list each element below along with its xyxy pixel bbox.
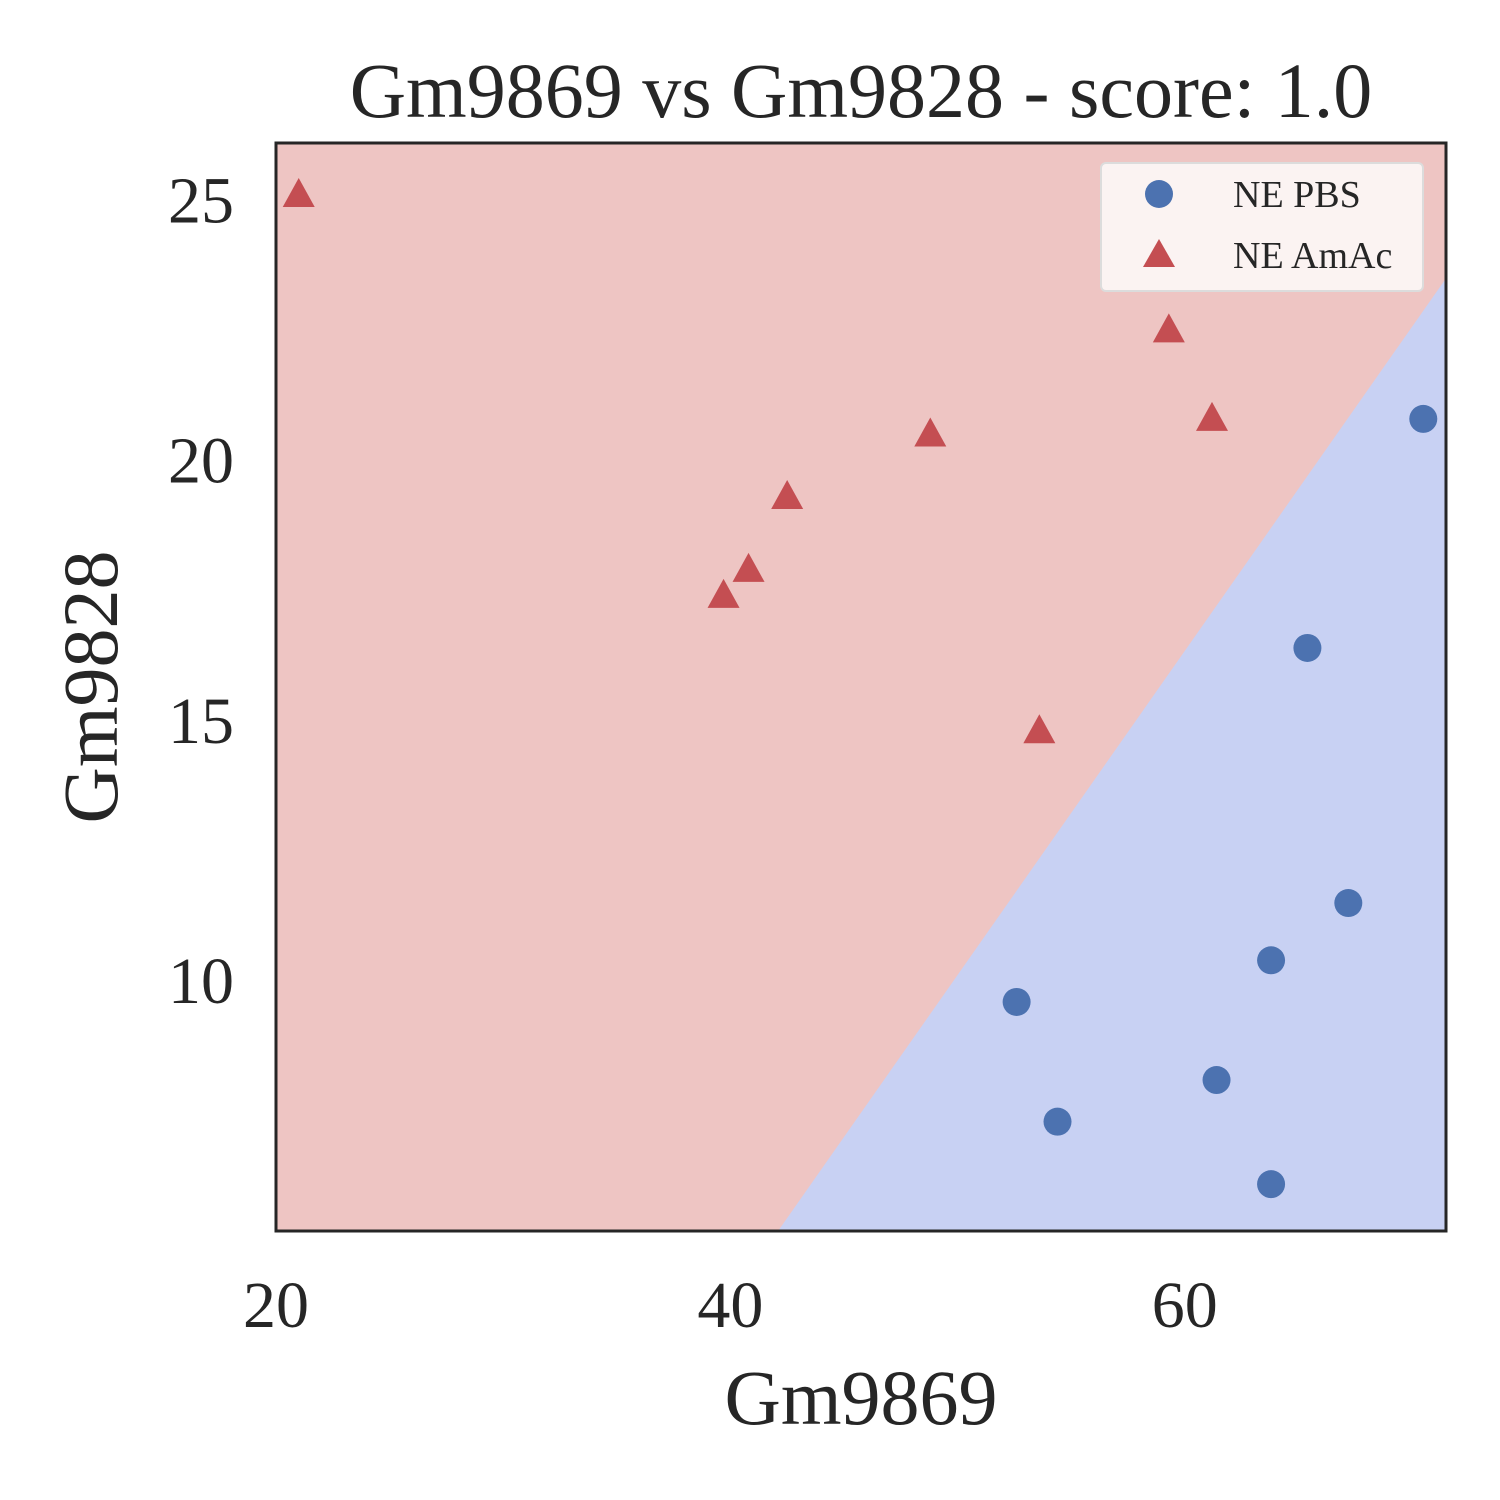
data-point-ne-pbs [1293,633,1322,662]
data-point-ne-amac [732,552,765,582]
data-point-ne-amac [282,178,315,208]
y-axis-label: Gm9828 [47,551,134,824]
data-point-ne-pbs [1002,987,1031,1016]
legend-marker-ne-amac [1143,239,1175,267]
data-point-ne-pbs [1257,1170,1286,1199]
data-point-ne-amac [707,578,740,608]
x-tick-label: 60 [1152,1269,1218,1342]
legend: NE PBS NE AmAc [1100,162,1424,292]
data-point-ne-pbs [1043,1107,1072,1136]
legend-marker-ne-pbs [1145,180,1173,208]
data-point-ne-amac [771,479,804,509]
y-axis-ticks: 10 15 20 25 [168,164,234,1018]
data-point-ne-pbs [1334,889,1363,918]
data-point-ne-pbs [1257,946,1286,975]
data-point-ne-amac [1196,401,1228,431]
legend-label-ne-amac: NE AmAc [1233,235,1392,277]
data-point-ne-pbs [1202,1066,1231,1095]
y-tick-label: 15 [168,685,234,758]
plot-frame [274,141,1448,1233]
data-points [282,178,1438,1199]
class-region-ne-pbs [778,278,1446,1231]
x-axis-label: Gm9869 [725,1354,998,1441]
legend-label-ne-pbs: NE PBS [1233,174,1361,216]
legend-box [1100,162,1424,292]
x-tick-label: 40 [697,1269,763,1342]
y-tick-label: 20 [168,425,234,498]
y-tick-label: 10 [168,945,234,1018]
data-point-ne-amac [914,417,947,447]
data-point-ne-amac [1152,313,1185,343]
x-tick-label: 20 [243,1269,309,1342]
data-point-ne-amac [1023,714,1056,744]
chart-title: Gm9869 vs Gm9828 - score: 1.0 [350,47,1373,134]
data-point-ne-pbs [1409,404,1438,433]
x-axis-ticks: 20 40 60 [243,1269,1218,1342]
y-tick-label: 25 [168,164,234,237]
